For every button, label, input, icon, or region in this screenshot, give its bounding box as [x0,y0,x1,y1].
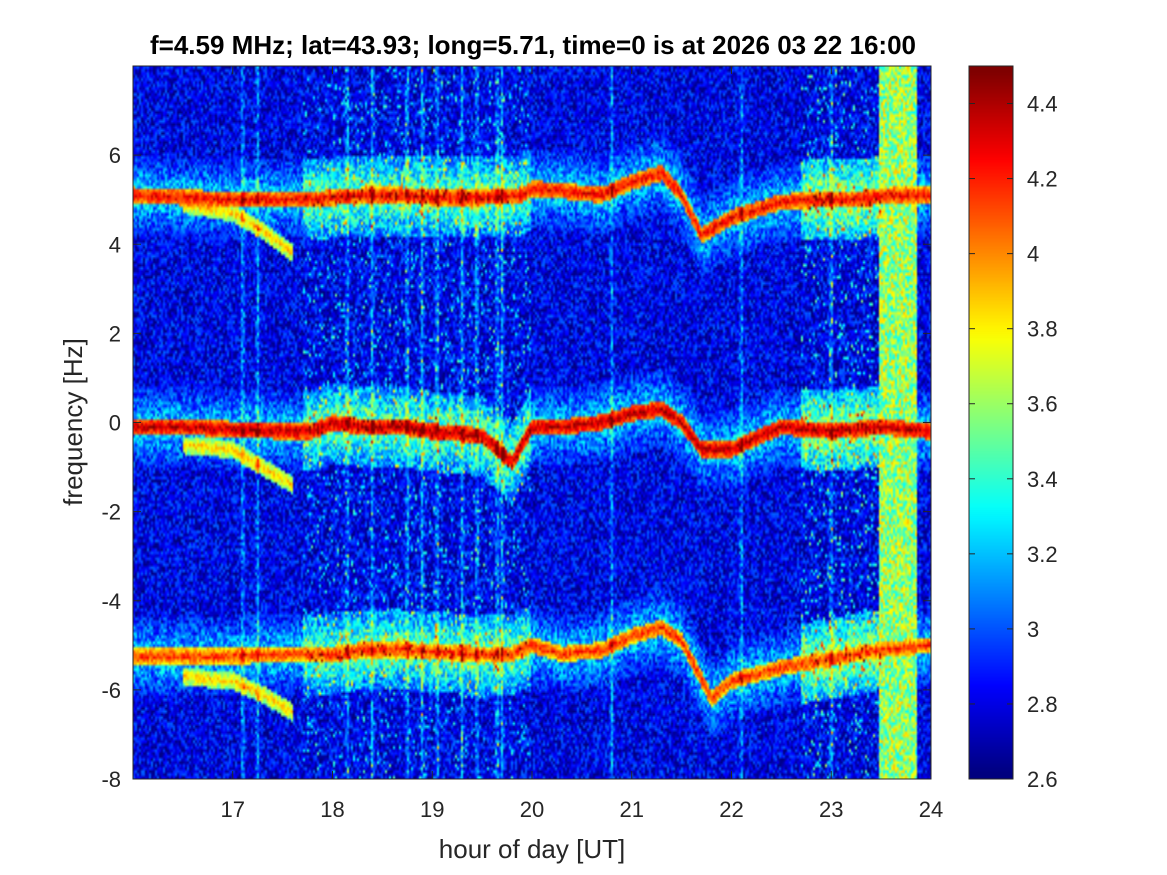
colorbar-tick-label: 4 [1027,242,1039,267]
colorbar: 2.6 2.8 3 3.2 3.4 3.6 3.8 4 4.2 4.4 [968,65,1058,792]
colorbar-tick-label: 4.4 [1027,92,1058,117]
colorbar-tick-label: 3.6 [1027,392,1058,417]
colorbar-tick-label: 3.2 [1027,542,1058,567]
colorbar-tick-label: 3.8 [1027,317,1058,342]
y-tick-label: 4 [109,232,121,257]
x-axis-label: hour of day [UT] [439,834,625,864]
x-tick-label: 22 [719,797,743,822]
colorbar-ticks: 2.6 2.8 3 3.2 3.4 3.6 3.8 4 4.2 4.4 [969,92,1058,792]
y-axis: -8 -6 -4 -2 0 2 4 6 [101,143,931,792]
x-tick-label: 19 [420,797,444,822]
x-tick-label: 17 [221,797,245,822]
y-tick-label: 6 [109,143,121,168]
y-tick-label: -8 [101,767,121,792]
colorbar-tick-label: 3 [1027,617,1039,642]
y-tick-label: -4 [101,589,121,614]
colorbar-gradient [969,66,1013,779]
x-axis: 17 18 19 20 21 22 23 24 [221,66,943,822]
x-tick-label: 23 [819,797,843,822]
colorbar-tick-label: 2.6 [1027,767,1058,792]
y-tick-label: 0 [109,411,121,436]
colorbar-tick-label: 4.2 [1027,167,1058,192]
colorbar-frame [968,65,1014,780]
x-tick-label: 21 [620,797,644,822]
x-tick-label: 18 [320,797,344,822]
chart-title: f=4.59 MHz; lat=43.93; long=5.71, time=0… [150,30,916,60]
plot-area [132,65,932,780]
y-axis-label: frequency [Hz] [58,338,88,506]
y-tick-label: 2 [109,321,121,346]
x-tick-label: 20 [520,797,544,822]
y-tick-label: -2 [101,500,121,525]
x-tick-label: 24 [919,797,943,822]
y-tick-label: -6 [101,678,121,703]
spectrogram-heatmap [133,66,931,779]
colorbar-tick-label: 2.8 [1027,692,1058,717]
colorbar-tick-label: 3.4 [1027,467,1058,492]
